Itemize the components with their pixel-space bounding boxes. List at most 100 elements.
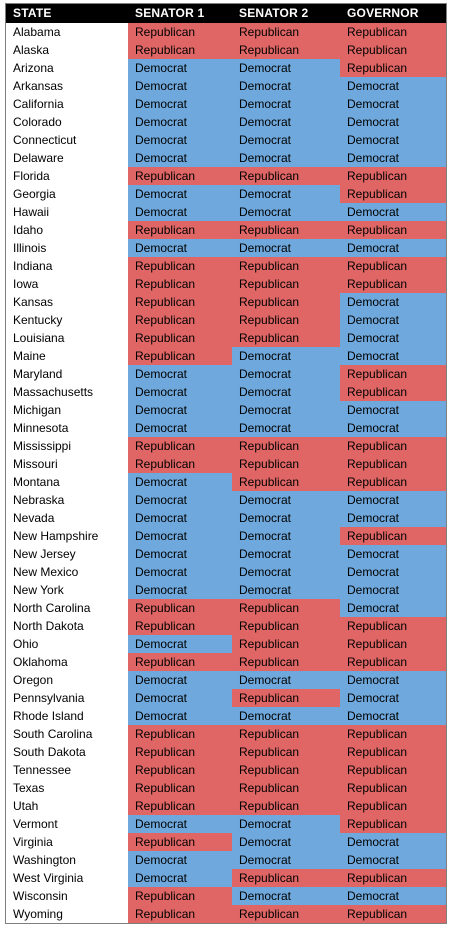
governor-cell: Democrat bbox=[340, 203, 446, 221]
governor-cell: Republican bbox=[340, 23, 446, 41]
senator2-cell: Republican bbox=[232, 869, 340, 887]
state-cell: California bbox=[6, 95, 128, 113]
governor-cell: Republican bbox=[340, 257, 446, 275]
senator2-cell: Democrat bbox=[232, 383, 340, 401]
senator2-cell: Democrat bbox=[232, 833, 340, 851]
senator2-cell: Democrat bbox=[232, 347, 340, 365]
state-cell: Tennessee bbox=[6, 761, 128, 779]
table-row: Utah Republican Republican Republican bbox=[6, 797, 446, 815]
senator1-cell: Republican bbox=[128, 275, 232, 293]
governor-cell: Democrat bbox=[340, 239, 446, 257]
state-cell: Virginia bbox=[6, 833, 128, 851]
table-row: Colorado Democrat Democrat Democrat bbox=[6, 113, 446, 131]
table-row: Pennsylvania Democrat Republican Democrat bbox=[6, 689, 446, 707]
table-row: Wyoming Republican Republican Republican bbox=[6, 905, 446, 923]
senator2-cell: Republican bbox=[232, 311, 340, 329]
governor-cell: Democrat bbox=[340, 113, 446, 131]
senator2-cell: Republican bbox=[232, 329, 340, 347]
state-cell: Texas bbox=[6, 779, 128, 797]
senator2-cell: Republican bbox=[232, 437, 340, 455]
state-cell: Nevada bbox=[6, 509, 128, 527]
senator1-cell: Democrat bbox=[128, 77, 232, 95]
table-row: Iowa Republican Republican Republican bbox=[6, 275, 446, 293]
governor-cell: Republican bbox=[340, 617, 446, 635]
governor-cell: Republican bbox=[340, 905, 446, 923]
table-row: New Jersey Democrat Democrat Democrat bbox=[6, 545, 446, 563]
table-row: Oklahoma Republican Republican Republican bbox=[6, 653, 446, 671]
governor-cell: Democrat bbox=[340, 95, 446, 113]
table-row: Kansas Republican Republican Democrat bbox=[6, 293, 446, 311]
senator2-cell: Democrat bbox=[232, 59, 340, 77]
state-cell: Vermont bbox=[6, 815, 128, 833]
senator1-cell: Republican bbox=[128, 257, 232, 275]
governor-cell: Democrat bbox=[340, 509, 446, 527]
table-row: Delaware Democrat Democrat Democrat bbox=[6, 149, 446, 167]
governor-cell: Republican bbox=[340, 473, 446, 491]
state-cell: Georgia bbox=[6, 185, 128, 203]
state-cell: Florida bbox=[6, 167, 128, 185]
senator1-cell: Republican bbox=[128, 329, 232, 347]
table-row: Connecticut Democrat Democrat Democrat bbox=[6, 131, 446, 149]
senator2-cell: Democrat bbox=[232, 851, 340, 869]
governor-cell: Democrat bbox=[340, 887, 446, 905]
governor-cell: Republican bbox=[340, 869, 446, 887]
governor-cell: Democrat bbox=[340, 311, 446, 329]
table-row: Mississippi Republican Republican Republica… bbox=[6, 437, 446, 455]
governor-cell: Democrat bbox=[340, 131, 446, 149]
senator2-cell: Democrat bbox=[232, 77, 340, 95]
state-cell: Nebraska bbox=[6, 491, 128, 509]
state-cell: Maine bbox=[6, 347, 128, 365]
state-cell: Arizona bbox=[6, 59, 128, 77]
table-row: Michigan Democrat Democrat Democrat bbox=[6, 401, 446, 419]
governor-cell: Republican bbox=[340, 527, 446, 545]
state-cell: New Mexico bbox=[6, 563, 128, 581]
header-senator-1: SENATOR 1 bbox=[128, 4, 232, 23]
governor-cell: Republican bbox=[340, 455, 446, 473]
table-row: Massachusetts Democrat Democrat Republican bbox=[6, 383, 446, 401]
senator1-cell: Democrat bbox=[128, 509, 232, 527]
state-cell: Louisiana bbox=[6, 329, 128, 347]
senator1-cell: Republican bbox=[128, 23, 232, 41]
senator1-cell: Republican bbox=[128, 167, 232, 185]
state-cell: Indiana bbox=[6, 257, 128, 275]
table-row: South Carolina Republican Republican Republ… bbox=[6, 725, 446, 743]
senator2-cell: Democrat bbox=[232, 95, 340, 113]
state-cell: West Virginia bbox=[6, 869, 128, 887]
table-row: California Democrat Democrat Democrat bbox=[6, 95, 446, 113]
senator1-cell: Democrat bbox=[128, 383, 232, 401]
governor-cell: Republican bbox=[340, 761, 446, 779]
senator2-cell: Republican bbox=[232, 41, 340, 59]
senator1-cell: Republican bbox=[128, 653, 232, 671]
table-row: Indiana Republican Republican Republican bbox=[6, 257, 446, 275]
state-cell: Washington bbox=[6, 851, 128, 869]
governor-cell: Democrat bbox=[340, 563, 446, 581]
governor-cell: Republican bbox=[340, 59, 446, 77]
header-state: STATE bbox=[6, 4, 128, 23]
senator1-cell: Democrat bbox=[128, 563, 232, 581]
governor-cell: Republican bbox=[340, 743, 446, 761]
senator1-cell: Republican bbox=[128, 455, 232, 473]
table-row: New Hampshire Democrat Democrat Republican bbox=[6, 527, 446, 545]
senator1-cell: Democrat bbox=[128, 203, 232, 221]
state-cell: Maryland bbox=[6, 365, 128, 383]
senator1-cell: Democrat bbox=[128, 401, 232, 419]
governor-cell: Republican bbox=[340, 725, 446, 743]
table-row: Alabama Republican Republican Republican bbox=[6, 23, 446, 41]
table-row: Idaho Republican Republican Republican bbox=[6, 221, 446, 239]
senator1-cell: Democrat bbox=[128, 59, 232, 77]
senator1-cell: Democrat bbox=[128, 851, 232, 869]
senator1-cell: Democrat bbox=[128, 635, 232, 653]
state-cell: Ohio bbox=[6, 635, 128, 653]
governor-cell: Republican bbox=[340, 797, 446, 815]
state-cell: South Carolina bbox=[6, 725, 128, 743]
senator2-cell: Republican bbox=[232, 635, 340, 653]
senator2-cell: Republican bbox=[232, 905, 340, 923]
table-row: Texas Republican Republican Republican bbox=[6, 779, 446, 797]
table-row: Washington Democrat Democrat Democrat bbox=[6, 851, 446, 869]
senator1-cell: Republican bbox=[128, 599, 232, 617]
senator2-cell: Republican bbox=[232, 653, 340, 671]
table-row: Hawaii Democrat Democrat Democrat bbox=[6, 203, 446, 221]
senator1-cell: Republican bbox=[128, 617, 232, 635]
senator2-cell: Democrat bbox=[232, 239, 340, 257]
senator2-cell: Democrat bbox=[232, 149, 340, 167]
